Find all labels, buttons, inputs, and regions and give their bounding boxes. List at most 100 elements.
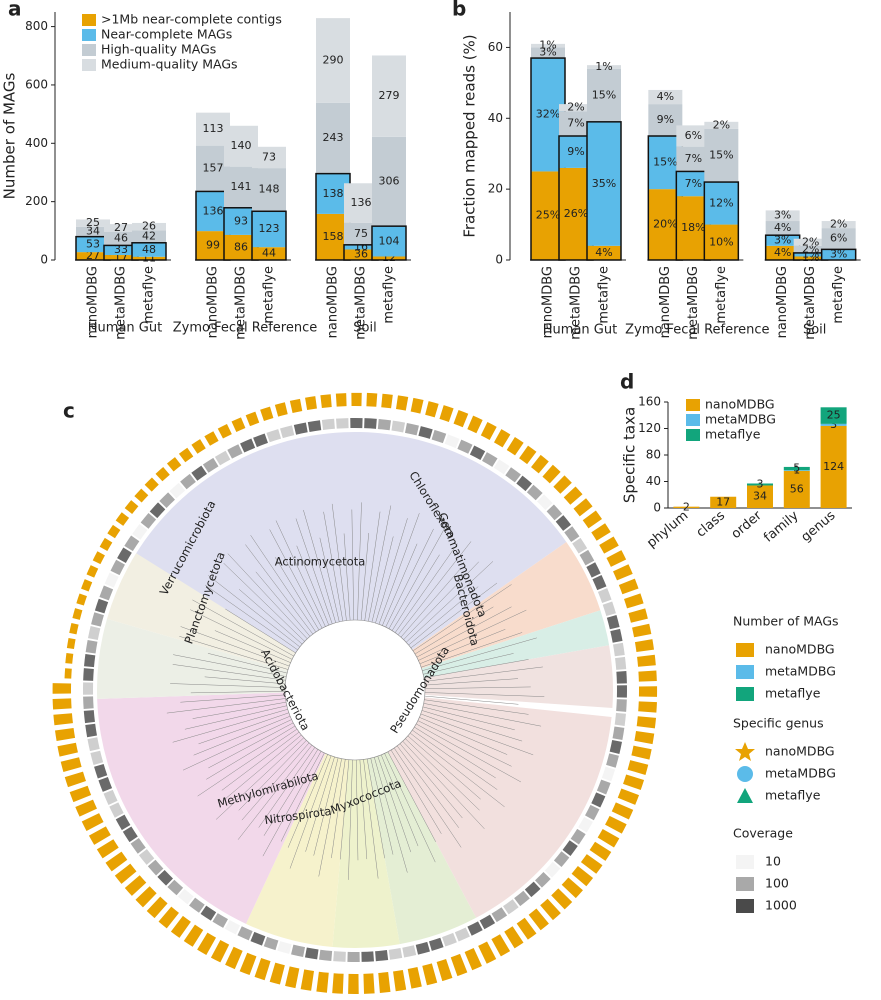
- tree-branch: [179, 636, 289, 670]
- tree-branch: [371, 536, 394, 623]
- coverage-cell: [454, 927, 470, 942]
- tree-branch: [414, 606, 494, 655]
- tree-branch: [215, 737, 304, 820]
- coverage-cell: [280, 425, 295, 439]
- coverage-cell: [585, 804, 600, 821]
- tree-branch: [359, 759, 368, 860]
- outline: [131, 242, 167, 261]
- tree-branch: [397, 541, 472, 635]
- legend-swatch: [686, 429, 700, 441]
- mag-bar: [114, 863, 137, 884]
- mag-bar: [480, 422, 497, 440]
- value-label: 104: [379, 234, 400, 247]
- value-label: 4%: [774, 246, 791, 259]
- tree-branch: [241, 742, 310, 821]
- coverage-cell: [180, 473, 196, 490]
- bar-segment: [316, 102, 350, 174]
- legend-swatch: [82, 29, 96, 41]
- y-tick-label: 60: [488, 40, 503, 54]
- bar-segment: [76, 226, 110, 237]
- value-label: 136: [351, 196, 372, 209]
- mag-bar: [107, 524, 121, 539]
- mag-bar: [363, 973, 375, 994]
- mag-bar: [69, 622, 79, 635]
- mag-bar: [606, 550, 627, 567]
- outline: [820, 248, 857, 261]
- mag-bar: [493, 429, 511, 448]
- coverage-cell: [615, 656, 627, 670]
- mag-bar: [81, 579, 93, 592]
- coverage-cell: [304, 947, 319, 960]
- value-label: 279: [379, 89, 400, 102]
- mag-bar: [618, 578, 639, 595]
- mag-bar: [204, 431, 219, 446]
- coverage-cell: [83, 696, 94, 709]
- tree-branch: [387, 751, 436, 842]
- mag-bar: [422, 963, 438, 986]
- value-label: 42: [142, 230, 156, 243]
- bar-segment: [372, 55, 406, 137]
- mag-bar: [351, 392, 362, 407]
- coverage-cell: [307, 420, 322, 432]
- tree-branch: [172, 664, 286, 681]
- tree-branch: [348, 759, 353, 880]
- tree-branch: [180, 694, 286, 703]
- tree-branch: [377, 756, 412, 853]
- tree-branch: [295, 518, 333, 624]
- tree-branch: [208, 575, 300, 648]
- mag-bar: [540, 898, 561, 921]
- tree-branch: [296, 545, 330, 626]
- x-tick-label: order: [729, 508, 766, 542]
- coverage-cell: [479, 914, 496, 930]
- tree-branch: [166, 698, 286, 714]
- legend-label: metaflye: [765, 788, 821, 803]
- tree-branch: [403, 561, 480, 640]
- coverage-cell: [375, 950, 389, 962]
- bar-segment: [704, 182, 739, 225]
- mag-bar: [65, 653, 74, 664]
- mag-bar: [335, 393, 347, 407]
- y-axis-label: Fraction mapped reads (%): [461, 34, 479, 237]
- y-tick-label: 800: [25, 19, 48, 33]
- value-label: 2%: [830, 218, 847, 231]
- tree-branch: [193, 715, 291, 756]
- bar-segment: [587, 65, 621, 69]
- coverage-cell: [612, 726, 625, 741]
- legend-title: Specific genus: [733, 716, 824, 731]
- tree-branch: [208, 722, 294, 769]
- bar-segment: [252, 211, 286, 248]
- outline: [371, 225, 407, 261]
- value-label: 9%: [567, 145, 584, 158]
- bar-segment: [820, 407, 847, 424]
- mag-bar: [450, 953, 468, 977]
- coverage-cell: [469, 445, 486, 460]
- outline: [703, 181, 740, 261]
- mag-bar: [289, 398, 303, 413]
- tree-branch: [170, 683, 286, 688]
- legend-swatch: [82, 14, 96, 26]
- tree-branch: [287, 754, 328, 848]
- bar-segment: [252, 247, 286, 260]
- mag-bar: [300, 969, 315, 991]
- legend-label: Medium-quality MAGs: [101, 57, 238, 72]
- y-tick-label: 600: [25, 77, 48, 91]
- value-label: 138: [323, 187, 344, 200]
- panel-letter: d: [620, 370, 634, 394]
- mag-bar: [531, 454, 549, 474]
- bar-segment: [747, 483, 773, 486]
- tree-branch: [204, 676, 286, 685]
- legend-label: metaMDBG: [765, 766, 836, 781]
- tree-branch: [405, 738, 480, 811]
- tree-branch: [262, 751, 322, 857]
- coverage-cell: [491, 907, 508, 923]
- tree-branch: [198, 712, 289, 745]
- value-label: 157: [203, 162, 224, 175]
- mag-bar: [124, 500, 139, 514]
- mag-bar: [75, 799, 97, 817]
- coverage-cell: [124, 535, 140, 552]
- value-label: 18%: [681, 221, 705, 234]
- tree-branch: [424, 692, 545, 697]
- coverage-cell: [227, 444, 243, 459]
- value-label: 158: [323, 230, 344, 243]
- tree-branch: [382, 543, 418, 626]
